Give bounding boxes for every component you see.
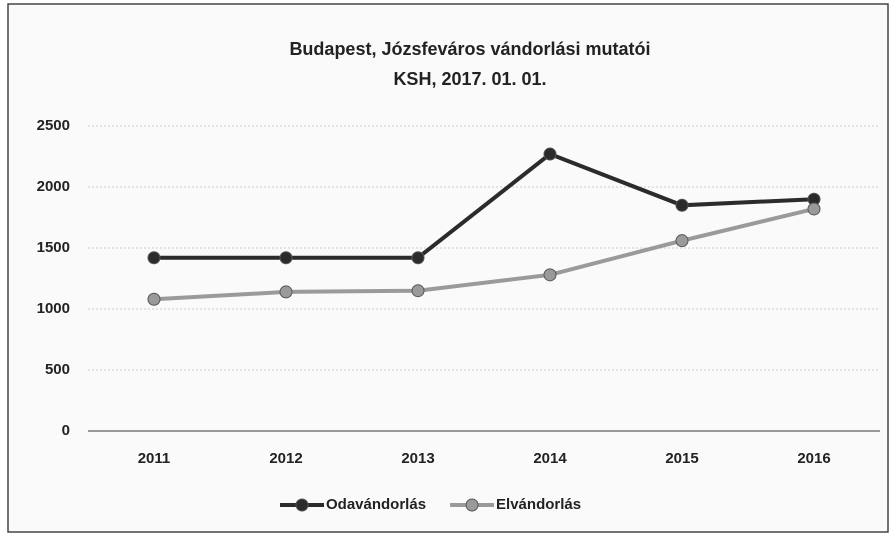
y-tick-label: 2000 bbox=[37, 178, 70, 195]
x-tick-label: 2011 bbox=[138, 450, 171, 467]
y-tick-label: 1000 bbox=[37, 300, 70, 317]
legend-marker bbox=[295, 498, 309, 512]
y-tick-label: 1500 bbox=[37, 239, 70, 256]
chart-title: Budapest, Józsfeváros vándorlási mutatói bbox=[289, 39, 650, 59]
series-line bbox=[153, 207, 815, 302]
y-tick-label: 2500 bbox=[37, 117, 70, 134]
data-point bbox=[543, 147, 557, 161]
y-tick-label: 500 bbox=[45, 361, 70, 378]
legend-label: Odavándorlás bbox=[326, 496, 426, 513]
x-tick-label: 2014 bbox=[533, 450, 567, 467]
data-point bbox=[411, 251, 425, 265]
x-tick-label: 2012 bbox=[269, 450, 302, 467]
y-tick-label: 0 bbox=[62, 422, 70, 439]
x-tick-label: 2016 bbox=[797, 450, 830, 467]
data-point bbox=[279, 285, 293, 299]
data-point bbox=[675, 198, 689, 212]
chart-frame bbox=[7, 3, 889, 533]
legend-label: Elvándorlás bbox=[496, 496, 581, 513]
data-point bbox=[147, 251, 161, 265]
data-point bbox=[279, 251, 293, 265]
legend-marker bbox=[465, 498, 479, 512]
series-line bbox=[154, 151, 815, 260]
data-point bbox=[147, 292, 161, 306]
x-tick-label: 2015 bbox=[665, 450, 698, 467]
data-point bbox=[675, 234, 689, 248]
x-tick-label: 2013 bbox=[401, 450, 434, 467]
data-point bbox=[807, 202, 821, 216]
data-point bbox=[543, 268, 557, 282]
data-point bbox=[411, 284, 425, 298]
chart-subtitle: KSH, 2017. 01. 01. bbox=[393, 69, 546, 89]
